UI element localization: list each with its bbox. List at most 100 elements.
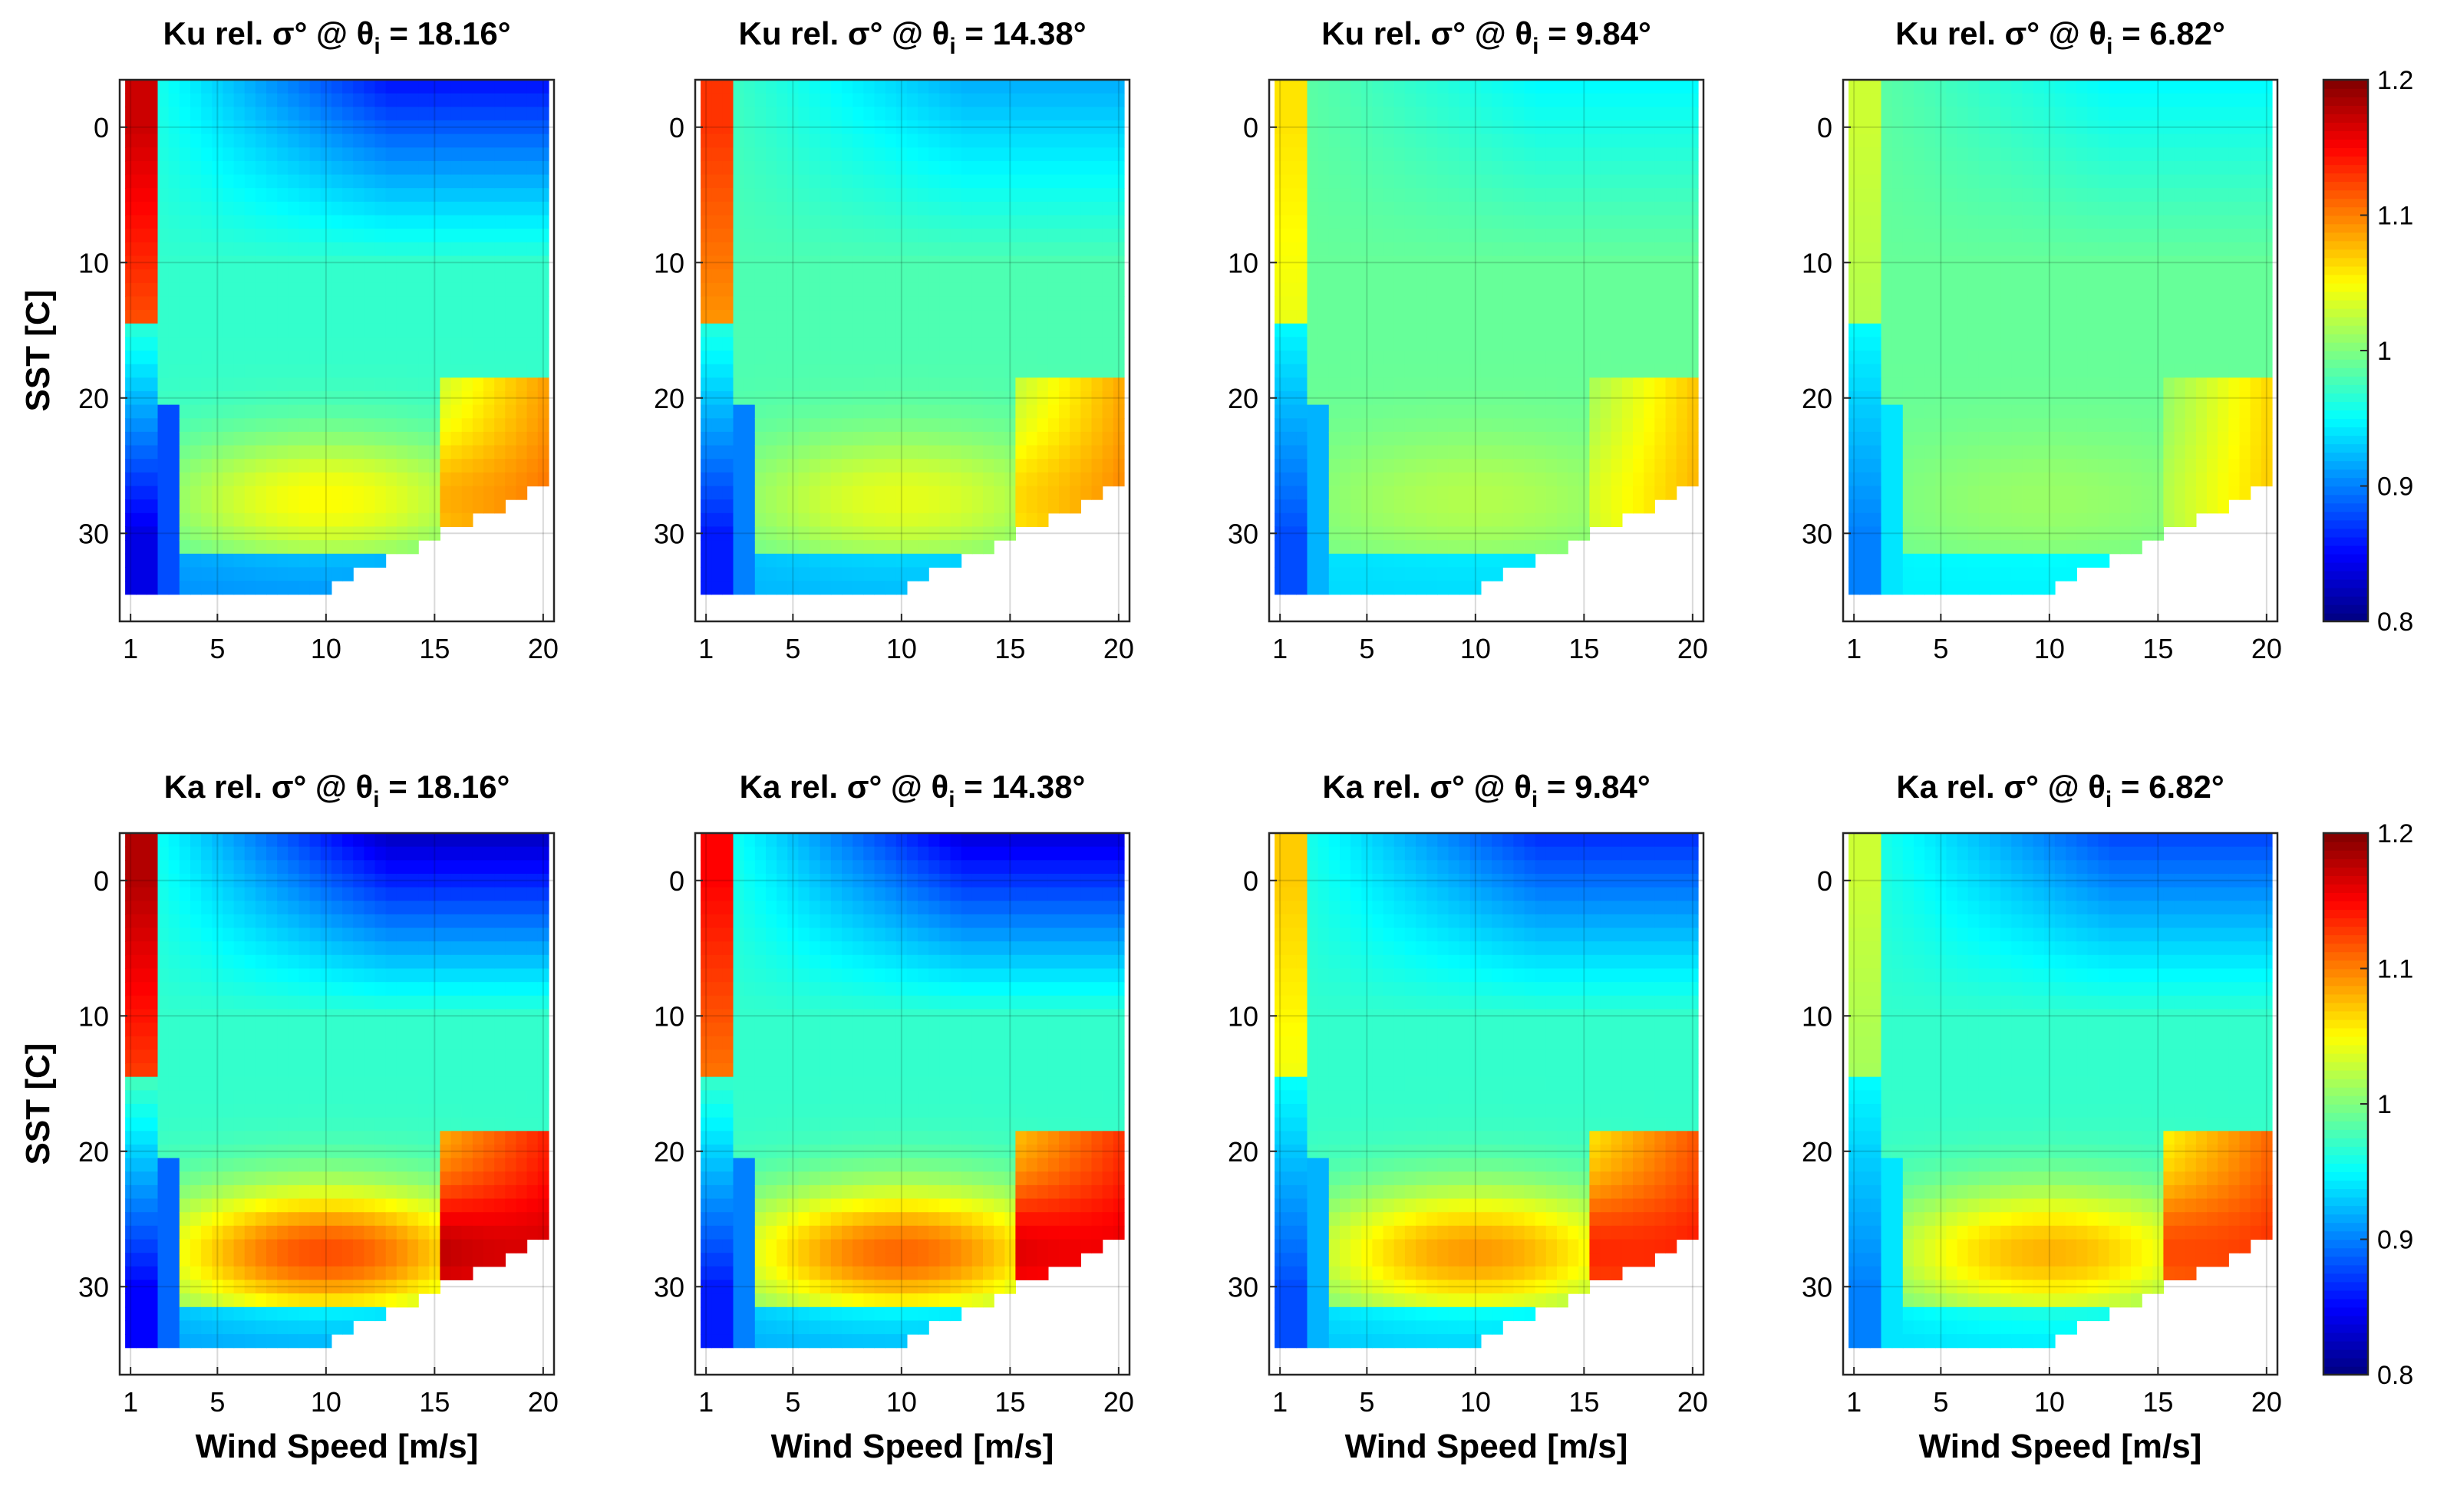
heatmap-cell [1545, 512, 1558, 527]
heatmap-cell [1480, 147, 1492, 162]
heatmap-cell [537, 93, 549, 107]
heatmap-cell [201, 188, 213, 203]
heatmap-cell [1946, 404, 1958, 419]
heatmap-cell [1891, 499, 1904, 514]
heatmap-cell [1935, 120, 1947, 135]
heatmap-cell [874, 581, 886, 595]
heatmap-cell [2033, 160, 2045, 176]
heatmap-cell [1535, 120, 1547, 135]
heatmap-cell [472, 269, 484, 284]
heatmap-cell [212, 445, 223, 460]
heatmap-cell [971, 486, 984, 500]
heatmap-cell [1644, 133, 1655, 148]
heatmap-cell [1340, 229, 1351, 243]
heatmap-cell [1870, 390, 1882, 406]
heatmap-cell [1513, 269, 1525, 284]
heatmap-cell [244, 120, 256, 135]
heatmap-cell [766, 174, 777, 189]
heatmap-cell [1924, 472, 1936, 487]
heatmap-cell [147, 269, 159, 284]
heatmap-cell [1026, 93, 1038, 107]
heatmap-cell [1340, 323, 1351, 338]
heatmap-cell [711, 242, 723, 257]
heatmap-cell [1080, 486, 1092, 500]
heatmap-cell [1881, 269, 1893, 284]
heatmap-cell [244, 133, 256, 148]
heatmap-cell [201, 418, 213, 433]
heatmap-cell [1676, 323, 1688, 338]
heatmap-cell [733, 418, 745, 433]
heatmap-cell [874, 418, 886, 433]
heatmap-cell [212, 296, 223, 311]
heatmap-cell [1383, 323, 1395, 338]
heatmap-cell [168, 431, 180, 446]
heatmap-cell [342, 364, 354, 378]
heatmap-cell [2022, 337, 2034, 351]
heatmap-cell [766, 486, 777, 500]
heatmap-cell [1307, 323, 1319, 338]
heatmap-cell [1070, 174, 1081, 189]
heatmap-cell [1091, 310, 1103, 324]
heatmap-cell [711, 351, 723, 365]
heatmap-cell [701, 351, 712, 365]
heatmap-cell [1037, 472, 1049, 487]
heatmap-cell [1437, 120, 1449, 135]
heatmap-cell [722, 269, 734, 284]
heatmap-cell [147, 215, 159, 229]
heatmap-cell [744, 242, 756, 257]
heatmap-cell [1383, 472, 1395, 487]
heatmap-cell [1492, 133, 1503, 148]
heatmap-cell [526, 351, 539, 365]
heatmap-cell [1426, 459, 1438, 473]
heatmap-cell [1589, 351, 1601, 365]
heatmap-cell [1091, 282, 1103, 298]
heatmap-cell [1513, 459, 1525, 473]
heatmap-cell [722, 567, 734, 581]
heatmap-cell [537, 472, 549, 487]
heatmap-cell [1535, 296, 1547, 311]
heatmap-cell [1070, 120, 1081, 135]
heatmap-cell [2011, 431, 2023, 446]
heatmap-cell [255, 431, 267, 446]
heatmap-cell [472, 459, 484, 473]
heatmap-cell [2022, 133, 2034, 148]
heatmap-cell [320, 567, 332, 581]
heatmap-cell [331, 404, 343, 419]
heatmap-cell [190, 337, 202, 351]
heatmap-cell [516, 472, 528, 487]
heatmap-cell [1967, 431, 1980, 446]
heatmap-cell [895, 160, 908, 176]
heatmap-cell [939, 499, 951, 514]
heatmap-cell [1891, 337, 1904, 351]
heatmap-cell [950, 337, 962, 351]
heatmap-cell [298, 364, 311, 378]
heatmap-cell [830, 390, 843, 406]
heatmap-cell [1480, 80, 1492, 94]
heatmap-cell [288, 553, 299, 568]
heatmap-cell [1091, 160, 1103, 176]
heatmap-cell [928, 296, 940, 311]
heatmap-cell [971, 174, 984, 189]
heatmap-cell [1513, 201, 1525, 216]
heatmap-cell [1350, 229, 1362, 243]
heatmap-cell [1102, 120, 1114, 135]
heatmap-cell [1004, 296, 1016, 311]
heatmap-cell [1361, 553, 1373, 568]
heatmap-cell [1469, 567, 1482, 581]
heatmap-cell [266, 201, 278, 216]
heatmap-cell [472, 310, 484, 324]
heatmap-cell [1848, 296, 1860, 311]
heatmap-cell [1589, 296, 1601, 311]
heatmap-cell [2000, 445, 2012, 460]
heatmap-cell [1502, 201, 1514, 216]
heatmap-cell [1004, 431, 1016, 446]
heatmap-cell [733, 160, 745, 176]
heatmap-cell [1535, 310, 1547, 324]
heatmap-cell [298, 120, 311, 135]
heatmap-cell [1524, 310, 1536, 324]
heatmap-cell [1535, 215, 1547, 229]
heatmap-cell [1416, 351, 1427, 365]
heatmap-cell [1469, 323, 1482, 338]
heatmap-cell [842, 553, 853, 568]
heatmap-cell [1340, 296, 1351, 311]
